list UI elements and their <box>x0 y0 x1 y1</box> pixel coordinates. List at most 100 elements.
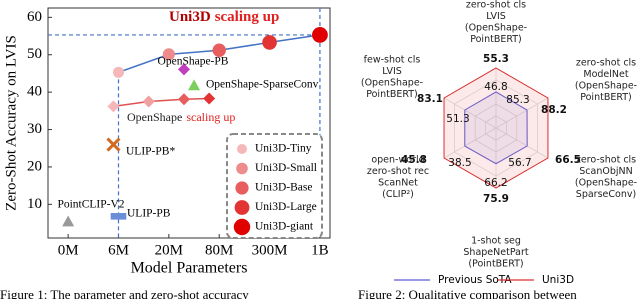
y-tick-label: 40 <box>27 84 42 100</box>
point <box>188 79 201 91</box>
value-label: 83.1 <box>417 93 443 105</box>
axis-label: PointBERT) <box>470 34 522 45</box>
y-tick-label: 20 <box>27 158 42 174</box>
axis-label: ScanNet <box>378 178 418 189</box>
point <box>203 92 216 105</box>
radar-series <box>443 67 549 189</box>
value-label: 85.3 <box>506 94 529 106</box>
point <box>142 95 155 108</box>
value-label: 45.8 <box>401 154 427 166</box>
point-label: ULIP-PB <box>127 208 171 220</box>
legend-label: Uni3D <box>542 274 574 286</box>
value-label: 46.8 <box>484 81 507 93</box>
value-label: 88.2 <box>541 104 567 116</box>
legend-box <box>226 133 323 239</box>
point <box>177 93 190 106</box>
axis-label: (OpenShape- <box>575 178 637 189</box>
axis-label: few-shot cls <box>364 55 421 66</box>
legend-swatch <box>237 144 247 154</box>
x-axis-label: Model Parameters <box>131 260 248 277</box>
value-label: 66.5 <box>555 154 581 166</box>
point <box>162 48 175 61</box>
y-tick-label: 10 <box>27 196 42 212</box>
value-label: 56.7 <box>508 157 531 169</box>
value-label: 55.3 <box>483 53 509 65</box>
axis-label: zero-shot cls <box>576 58 636 69</box>
axis-label: SparseConv) <box>576 189 636 200</box>
x-tick-label: 1B <box>311 242 329 258</box>
x-tick-label: 80M <box>205 242 233 258</box>
point-label: OpenShape-SparseConv <box>206 79 319 91</box>
axis-label: PointBERT) <box>580 92 632 103</box>
axis-label: 1-shot seg <box>471 236 521 247</box>
series-label: OpenShape scaling up <box>127 110 235 124</box>
legend-label: Previous SoTA <box>438 274 512 286</box>
legend-label: Uni3D-Small <box>255 162 317 174</box>
axis-label: (CLIP²) <box>382 189 414 200</box>
spoke <box>495 127 549 159</box>
legend-label: Uni3D-giant <box>255 221 314 233</box>
spoke <box>443 127 497 159</box>
value-label: 51.3 <box>446 113 469 125</box>
point <box>312 27 328 43</box>
point <box>262 35 277 50</box>
point <box>212 43 226 57</box>
spoke <box>443 97 497 129</box>
y-tick-label: 30 <box>27 121 42 137</box>
x-tick-label: 300M <box>252 242 288 258</box>
radar-series <box>464 91 528 165</box>
axis-label: (OpenShape- <box>575 81 637 92</box>
point-label: PointCLIP-V2 <box>57 199 124 211</box>
axis-label: zero-shot cls <box>466 0 526 11</box>
point <box>177 63 190 76</box>
legend-swatch <box>235 181 249 195</box>
value-label: 75.9 <box>483 193 509 205</box>
axis-label: ScanObjNN <box>579 166 632 177</box>
value-label: 38.5 <box>448 157 471 169</box>
y-axis-label: Zero-Shot Accuracy on LVIS <box>3 35 19 211</box>
axis-label: open-world <box>371 155 424 166</box>
x-tick-label: 6M <box>108 242 129 258</box>
point-label: OpenShape-PB <box>158 56 229 68</box>
legend-swatch <box>234 200 250 215</box>
legend-label: Uni3D-Base <box>255 182 313 194</box>
plot-frame <box>47 7 331 239</box>
point-label: ULIP-PB* <box>126 146 175 158</box>
point <box>62 215 75 227</box>
label-part: Uni3D <box>169 9 211 25</box>
caption: Figure 2: Qualitative comparison between <box>358 287 577 299</box>
axis-label: ModelNet <box>583 69 628 80</box>
caption: Figure 1: The parameter and zero-shot ac… <box>0 287 249 299</box>
axis-label: ShapeNetPart <box>463 247 528 258</box>
y-tick-label: 60 <box>27 9 42 25</box>
axis-label: zero-shot cls <box>576 155 636 166</box>
series-label: Uni3D scaling up <box>169 9 279 25</box>
spoke <box>495 97 549 129</box>
legend-swatch <box>236 162 248 175</box>
axis-label: (PointBERT) <box>468 259 523 270</box>
axis-label: zero-shot rec <box>367 166 429 177</box>
axis-label: PointBERT) <box>366 89 418 100</box>
series-line <box>113 97 210 108</box>
x-tick-label: 20M <box>155 242 183 258</box>
axis-label: (OpenShape- <box>361 78 423 89</box>
x-tick-label: 0M <box>58 242 79 258</box>
legend-swatch <box>233 218 251 236</box>
point <box>110 213 127 220</box>
label-part: scaling up <box>186 110 235 124</box>
point <box>106 137 121 152</box>
y-tick-label: 50 <box>27 46 42 62</box>
point <box>113 66 124 78</box>
axis-label: LVIS <box>382 66 402 77</box>
point <box>107 100 120 113</box>
value-label: 66.2 <box>484 177 507 189</box>
label-part: scaling up <box>215 9 280 25</box>
axis-label: (OpenShape- <box>465 23 527 34</box>
legend-label: Uni3D-Tiny <box>255 143 312 155</box>
legend-label: Uni3D-Large <box>255 201 317 213</box>
axis-label: LVIS <box>486 11 506 22</box>
label-part: OpenShape <box>127 110 182 124</box>
legend: Uni3D-Tiny Uni3D-Small Uni3D-Base Uni3D-Lar… <box>226 133 323 239</box>
